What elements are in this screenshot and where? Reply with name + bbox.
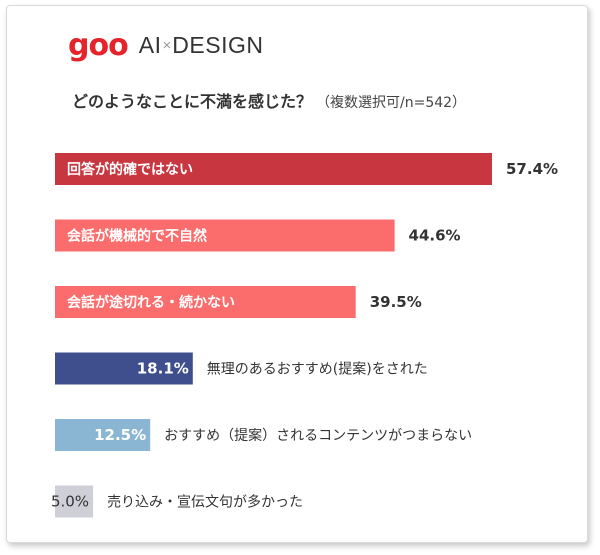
question-text: どのようなことに不満を感じた？ — [72, 92, 313, 111]
value-label-3: 39.5% — [370, 293, 422, 311]
bar-3 — [55, 286, 356, 318]
category-label-1: 回答が的確ではない — [67, 161, 193, 178]
value-label-4: 18.1% — [137, 360, 189, 378]
design-logo-text: DESIGN — [172, 32, 264, 58]
logo-separator: × — [162, 37, 172, 54]
brand-logo: goo AI×DESIGN — [68, 28, 264, 63]
goo-logo: goo — [68, 28, 129, 63]
question-note: （複数選択可/n=542） — [316, 95, 467, 111]
bar-5 — [55, 419, 151, 451]
category-label-2: 会話が機械的で不自然 — [67, 228, 207, 245]
category-label-4: 無理のあるおすすめ(提案)をされた — [207, 361, 428, 378]
value-label-6: 5.0% — [51, 493, 89, 511]
goo-logo-text: goo — [68, 28, 129, 63]
value-label-2: 44.6% — [409, 227, 461, 245]
bar-6 — [55, 485, 94, 518]
ai-logo-text: AI — [138, 32, 162, 58]
chart-title: どのようなことに不満を感じた？ （複数選択可/n=542） — [72, 88, 466, 112]
bar-1 — [55, 153, 492, 185]
bar-4 — [55, 352, 193, 385]
category-label-3: 会話が途切れる・続かない — [67, 294, 235, 311]
bar-2 — [55, 219, 395, 252]
value-label-5: 12.5% — [94, 426, 146, 444]
category-label-5: おすすめ（提案）されるコンテンツがつまらない — [164, 427, 472, 444]
value-label-1: 57.4% — [506, 160, 558, 178]
chart-card — [6, 5, 588, 543]
category-label-6: 売り込み・宣伝文句が多かった — [107, 494, 303, 511]
